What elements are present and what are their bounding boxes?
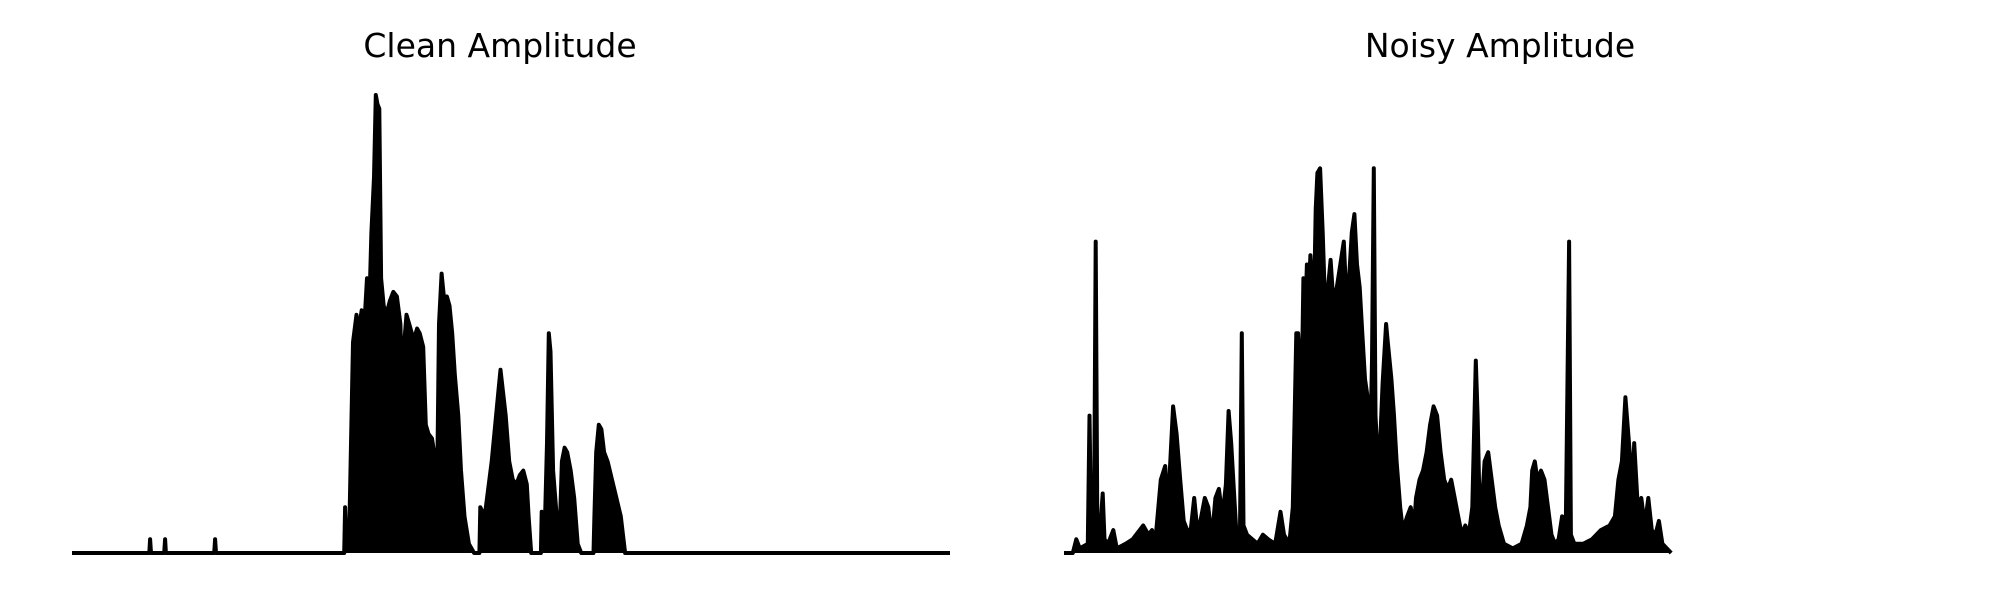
chart-title: Noisy Amplitude: [1364, 26, 1636, 65]
chart-panel-clean: Clean Amplitude: [72, 26, 950, 555]
amplitude-area: [72, 95, 950, 553]
chart-title: Clean Amplitude: [363, 26, 637, 65]
amplitude-area: [1064, 168, 1672, 554]
amplitude-line: [1064, 166, 1673, 555]
noisy-amplitude-plot: [1064, 166, 1673, 555]
amplitude-line: [72, 93, 950, 555]
chart-panel-noisy: Noisy Amplitude: [1000, 0, 2000, 600]
clean-amplitude-plot: [72, 93, 950, 555]
